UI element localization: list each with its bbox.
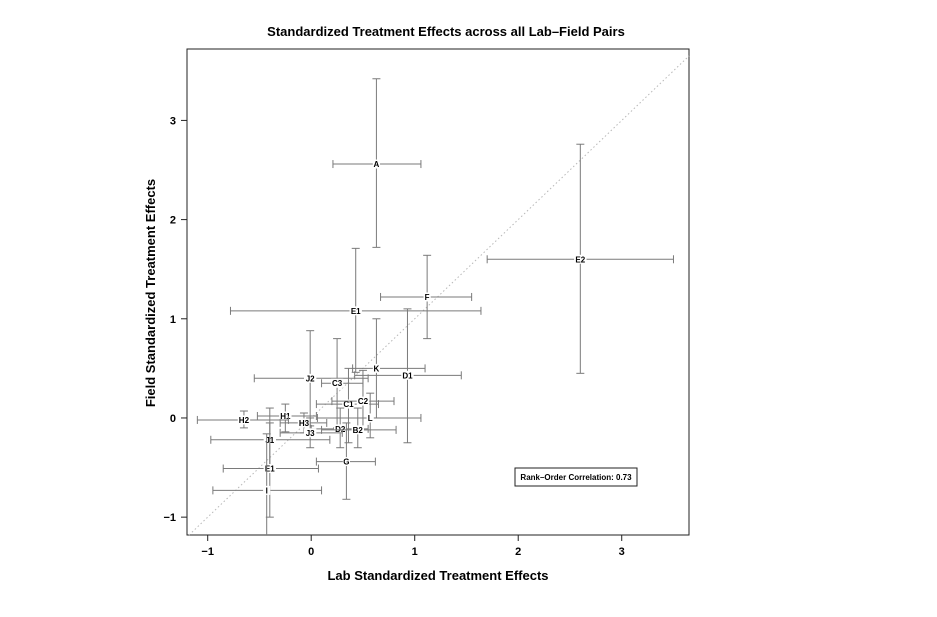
data-point: L <box>316 392 422 439</box>
rank-correlation-note: Rank–Order Correlation: 0.73 <box>514 467 638 487</box>
data-point: E1 <box>229 247 482 373</box>
note-text: Rank–Order Correlation: 0.73 <box>520 473 632 482</box>
x-tick-label: 1 <box>412 546 418 558</box>
plot-frame <box>186 48 690 536</box>
point-label-backdrop <box>342 399 355 409</box>
y-tick-label: 3 <box>170 115 176 127</box>
data-point: A <box>332 78 422 248</box>
point-label: C1 <box>343 400 354 409</box>
point-label: E1 <box>351 307 361 316</box>
x-axis-label: Lab Standardized Treatment Effects <box>327 568 548 583</box>
point-label-backdrop <box>297 418 311 428</box>
data-point: J2 <box>253 330 369 427</box>
x-axis-ticks: −1 0 1 2 3 <box>201 535 625 558</box>
chart-title: Standardized Treatment Effects across al… <box>267 24 625 39</box>
point-label-backdrop <box>279 411 292 421</box>
point-label-backdrop <box>349 306 362 316</box>
point-label-backdrop <box>372 159 381 169</box>
x-tick-label: 2 <box>515 546 521 558</box>
point-label: K <box>374 364 380 373</box>
point-label: H2 <box>239 416 250 425</box>
data-point: B2 <box>321 407 397 449</box>
point-label-backdrop <box>351 425 364 435</box>
data-point: H2 <box>196 410 289 429</box>
point-label: F <box>425 293 430 302</box>
point-label: D1 <box>402 371 413 380</box>
y-axis-label: Field Standardized Treatment Effects <box>143 179 158 407</box>
data-point: E1 <box>222 422 319 518</box>
data-point: C1 <box>315 367 379 444</box>
point-label-backdrop <box>303 373 317 383</box>
y-tick-label: 1 <box>170 314 176 326</box>
y-tick-label: 2 <box>170 215 176 227</box>
point-label-backdrop <box>330 378 344 388</box>
point-label-backdrop <box>372 363 381 373</box>
point-label: H1 <box>280 412 291 421</box>
point-label-backdrop <box>303 428 317 438</box>
point-label: J2 <box>306 374 315 383</box>
point-label: G <box>343 458 349 467</box>
diagonal-line <box>188 55 690 536</box>
point-label-backdrop <box>342 457 350 467</box>
y-tick-label: −1 <box>163 512 176 524</box>
x-tick-label: −1 <box>201 546 214 558</box>
point-label: H3 <box>299 419 310 428</box>
point-label-backdrop <box>401 370 414 380</box>
x-tick-label: 0 <box>308 546 314 558</box>
point-label: I <box>266 486 268 495</box>
point-label: E1 <box>265 465 275 474</box>
data-point: C2 <box>331 369 395 431</box>
data-point: I <box>212 433 323 535</box>
point-label: J3 <box>306 429 315 438</box>
data-point: F <box>380 254 473 340</box>
point-label-backdrop <box>263 464 277 474</box>
point-label: C3 <box>332 379 343 388</box>
y-tick-label: 0 <box>170 413 176 425</box>
point-label: B2 <box>353 426 364 435</box>
point-label-backdrop <box>263 485 271 495</box>
point-label-backdrop <box>333 424 347 434</box>
x-tick-label: 3 <box>619 546 625 558</box>
point-label-backdrop <box>423 292 431 302</box>
point-label-backdrop <box>237 415 251 425</box>
point-label: C2 <box>358 397 369 406</box>
data-point: D1 <box>354 308 462 444</box>
point-label: E2 <box>575 255 585 264</box>
point-label-backdrop <box>366 413 374 423</box>
note-box-frame <box>514 467 638 487</box>
diagonal-reference-line <box>188 55 690 536</box>
data-point: C3 <box>321 338 364 429</box>
y-axis-ticks: −1 0 1 2 3 <box>163 115 187 524</box>
data-point: H1 <box>256 403 317 433</box>
point-label-backdrop <box>574 254 587 264</box>
data-point: G <box>315 422 376 500</box>
point-label: A <box>374 160 380 169</box>
point-label-backdrop <box>356 396 370 406</box>
point-label: L <box>368 414 373 423</box>
data-point: E2 <box>486 143 674 374</box>
